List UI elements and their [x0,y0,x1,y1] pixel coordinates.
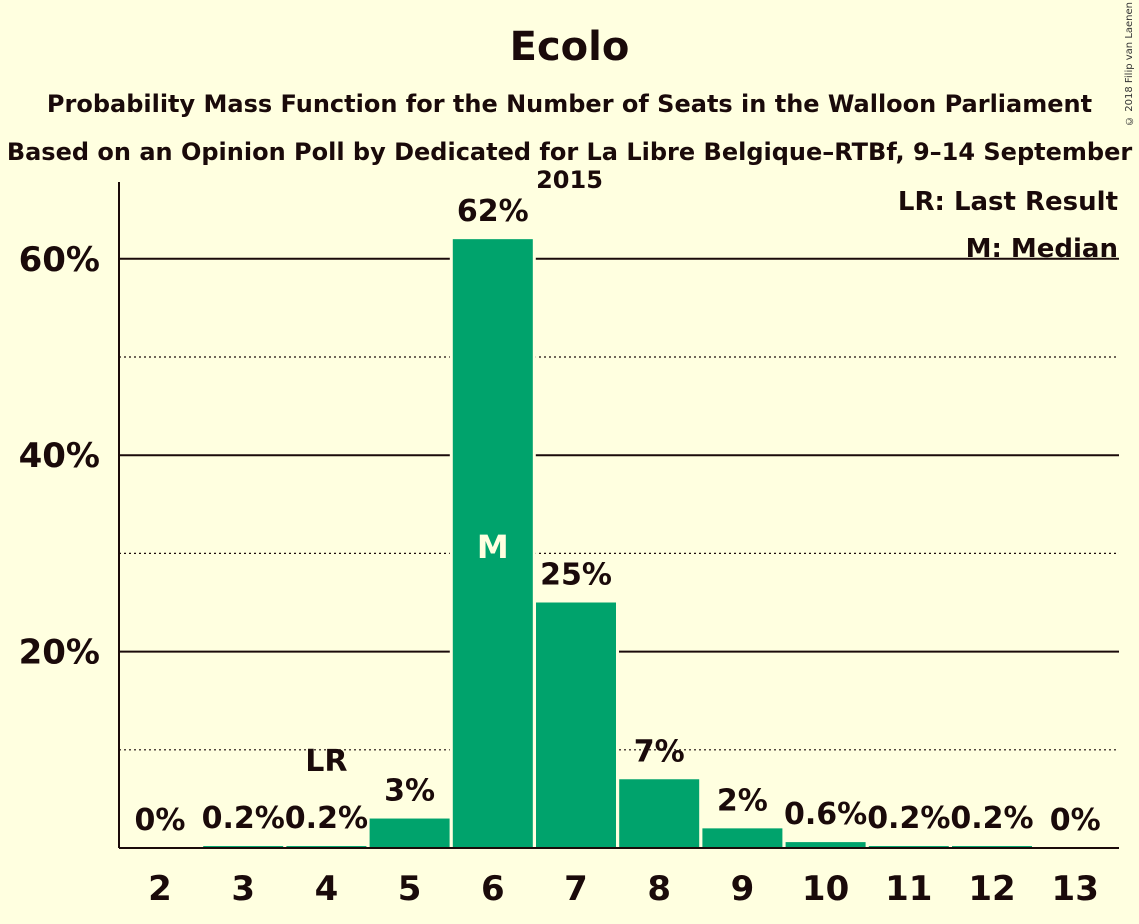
chart-title: Ecolo [509,24,630,70]
bar [369,818,450,848]
y-tick-label: 40% [19,436,100,476]
bar [785,842,866,848]
bar-halo [200,843,287,848]
data-label: 25% [540,558,612,593]
bar-halo [283,843,370,848]
data-label: 3% [384,774,435,809]
x-tick-label: 8 [647,869,671,909]
data-label: 62% [457,194,529,229]
x-tick-label: 3 [231,869,255,909]
x-tick-label: 13 [1052,869,1099,909]
data-label: 0.2% [202,801,285,836]
data-label: 0% [1050,803,1101,838]
y-tick-label: 20% [19,633,100,673]
x-tick-label: 12 [968,869,1015,909]
bar [452,239,533,848]
data-label: 7% [634,734,685,769]
x-tick-label: 5 [398,869,422,909]
x-tick-label: 9 [731,869,755,909]
bar [536,602,616,848]
data-label: 0.2% [867,801,950,836]
x-tick-label: 10 [802,869,849,909]
legend-median: M: Median [966,234,1118,264]
x-tick-label: 11 [885,869,932,909]
data-label: 0.2% [285,801,368,836]
data-label: 0.6% [784,797,867,832]
bar [702,828,783,848]
data-label: 0.2% [950,801,1033,836]
bar-halo [865,843,952,848]
median-marker: M [477,528,509,566]
x-tick-label: 7 [564,869,588,909]
last-result-marker: LR [305,744,347,779]
chart-subtitle: Probability Mass Function for the Number… [46,90,1093,118]
legend-last-result: LR: Last Result [898,187,1118,217]
bar-halo [949,843,1035,848]
data-label: 2% [717,783,768,818]
x-tick-label: 4 [315,869,339,909]
chart-subtitle-source: Based on an Opinion Poll by Dedicated fo… [6,138,1133,194]
x-tick-label: 2 [148,869,172,909]
y-tick-label: 60% [19,240,100,280]
bar [619,779,700,848]
data-label: 0% [135,803,186,838]
x-tick-label: 6 [481,869,505,909]
